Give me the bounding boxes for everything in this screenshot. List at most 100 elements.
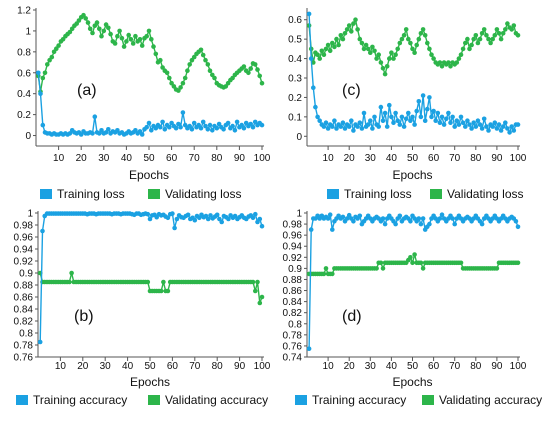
data-point <box>389 50 394 55</box>
data-point <box>259 122 265 128</box>
x-tick-label: 90 <box>491 361 503 372</box>
y-tick-label: 1 <box>296 209 302 220</box>
data-point <box>214 125 220 131</box>
data-point <box>112 41 118 46</box>
data-point <box>90 131 95 136</box>
data-point <box>232 128 238 133</box>
legend-swatch <box>422 395 434 405</box>
data-point <box>446 60 451 65</box>
data-point <box>410 46 415 52</box>
data-point <box>372 114 377 120</box>
data-point <box>145 279 151 285</box>
data-point <box>223 84 229 89</box>
data-point <box>479 221 485 227</box>
data-point <box>395 46 401 52</box>
data-point <box>448 120 453 125</box>
x-tick-label: 30 <box>365 361 377 372</box>
data-point <box>321 124 327 129</box>
chart-panel: 0 0.1 0.2 0.3 0.4 0.5 0.6 10 20 30 40 50 60 70 80 90 100… <box>288 8 527 201</box>
data-point <box>178 124 183 130</box>
data-point <box>454 118 460 123</box>
data-point <box>119 35 125 41</box>
x-tick-label: 10 <box>323 153 335 164</box>
data-point <box>393 110 398 116</box>
data-point <box>191 54 197 60</box>
data-point <box>207 122 213 128</box>
x-tick-label: 70 <box>449 153 461 164</box>
data-point <box>412 252 417 257</box>
data-point <box>414 108 420 114</box>
y-tick-label: 0.8 <box>19 329 33 340</box>
data-point <box>255 279 260 285</box>
data-point <box>359 126 365 131</box>
data-point <box>513 219 519 224</box>
data-point <box>439 114 445 120</box>
data-point <box>431 108 436 114</box>
data-point <box>178 85 183 90</box>
data-point <box>503 27 508 32</box>
data-point <box>160 65 165 70</box>
data-point <box>158 124 163 130</box>
data-point <box>139 132 145 137</box>
x-tick-label: 30 <box>365 153 377 164</box>
data-point <box>391 56 396 61</box>
data-point <box>393 221 398 227</box>
data-point <box>160 119 165 125</box>
data-point <box>176 88 181 93</box>
y-tick-label: 0.6 <box>288 15 302 26</box>
x-tick-label: 20 <box>77 361 89 372</box>
data-point <box>85 20 91 25</box>
data-point <box>200 52 206 58</box>
data-point <box>106 25 111 31</box>
y-tick-label: 0.86 <box>283 286 303 297</box>
series-line <box>308 13 518 135</box>
data-point <box>67 29 73 35</box>
x-tick-label: 10 <box>53 153 65 164</box>
data-point <box>422 33 428 38</box>
data-point <box>250 215 256 221</box>
data-point <box>408 40 413 46</box>
data-point <box>164 70 170 76</box>
legend-label: Training accuracy <box>312 393 406 407</box>
x-axis-title: Epochs <box>130 375 170 389</box>
data-point <box>488 40 493 46</box>
data-point <box>185 68 190 73</box>
data-point <box>439 212 445 217</box>
data-point <box>429 114 434 120</box>
data-point <box>359 40 365 46</box>
data-point <box>144 33 149 39</box>
data-point <box>336 42 341 48</box>
y-tick-label: 1 <box>25 26 31 37</box>
data-point <box>403 27 409 32</box>
data-point <box>458 114 464 120</box>
data-point <box>306 11 312 17</box>
data-point <box>315 52 320 57</box>
data-point <box>477 122 483 127</box>
data-point <box>475 118 481 123</box>
data-point <box>334 126 339 131</box>
data-point <box>372 48 377 54</box>
data-point <box>342 126 348 131</box>
legend-swatch <box>295 395 307 405</box>
x-tick-label: 40 <box>386 153 398 164</box>
data-point <box>321 271 327 277</box>
y-tick-label: 0.5 <box>288 35 302 46</box>
y-tick-label: 0.86 <box>14 293 34 304</box>
data-point <box>40 228 45 234</box>
x-tick-label: 80 <box>470 361 482 372</box>
x-tick-label: 50 <box>407 361 419 372</box>
x-tick-label: 100 <box>510 361 527 372</box>
data-point <box>259 294 265 300</box>
data-point <box>38 91 43 96</box>
data-point <box>40 122 46 128</box>
data-point <box>332 118 337 123</box>
data-point <box>397 122 403 127</box>
data-point <box>484 124 489 129</box>
data-point <box>259 223 265 229</box>
data-point <box>325 126 331 131</box>
y-tick-label: 0.78 <box>283 330 303 341</box>
x-tick-label: 90 <box>234 153 246 164</box>
data-point <box>167 75 172 81</box>
data-point <box>203 123 208 129</box>
